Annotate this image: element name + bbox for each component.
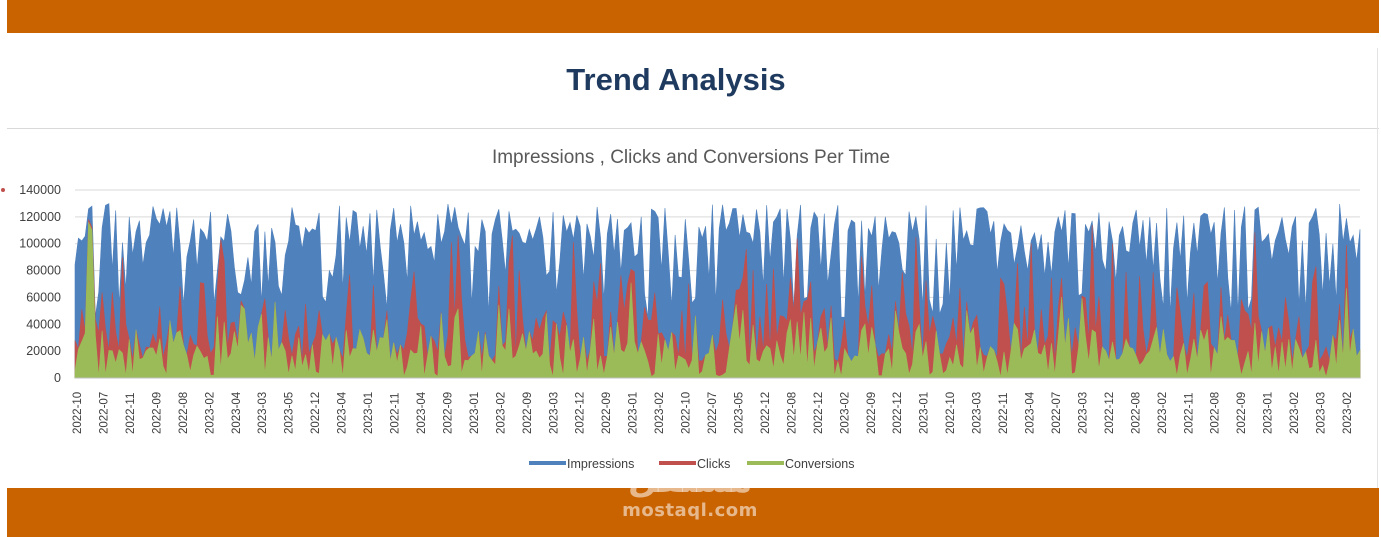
x-tick-label: 2023-01 xyxy=(363,392,375,434)
x-tick-label: 2023-02 xyxy=(1157,392,1169,434)
x-tick-label: 2023-01 xyxy=(1263,392,1275,434)
x-tick-label: 2022-09 xyxy=(151,392,163,434)
x-tick-label: 2023-04 xyxy=(231,391,243,434)
x-tick-label: 2022-12 xyxy=(310,392,322,434)
series-area-impressions xyxy=(74,203,1361,379)
watermark-arabic: مستقل xyxy=(627,461,753,501)
series-area-conversions xyxy=(74,222,1361,379)
x-tick-label: 2023-04 xyxy=(1025,391,1037,434)
x-tick-label: 2023-03 xyxy=(548,392,560,434)
x-tick-label: 2022-12 xyxy=(760,392,772,434)
x-tick-label: 2022-10 xyxy=(945,392,957,434)
x-tick-label: 2022-10 xyxy=(681,392,693,434)
legend-label-clicks: Clicks xyxy=(697,457,730,471)
x-tick-label: 2022-08 xyxy=(786,392,798,434)
x-tick-label: 2023-02 xyxy=(1289,392,1301,434)
x-tick-label: 2023-03 xyxy=(1077,392,1089,434)
watermark-latin: mostaql.com xyxy=(622,500,758,521)
x-tick-label: 2022-11 xyxy=(998,393,1010,434)
series-areas xyxy=(74,203,1361,379)
x-tick-label: 2022-10 xyxy=(72,392,84,434)
x-tick-label: 2023-03 xyxy=(972,392,984,434)
x-tick-label: 2023-02 xyxy=(654,392,666,434)
x-tick-label: 2022-07 xyxy=(98,392,110,434)
x-tick-label: 2022-08 xyxy=(178,392,190,434)
x-tick-label: 2023-03 xyxy=(1316,392,1328,434)
y-tick-label: 140000 xyxy=(19,183,61,197)
x-tick-label: 2022-11 xyxy=(390,393,402,434)
legend: Impressions Clicks Conversions xyxy=(529,457,854,471)
header-band xyxy=(7,0,1379,33)
footer-band xyxy=(7,488,1379,537)
x-tick-label: 2023-02 xyxy=(1342,392,1354,434)
right-edge-line xyxy=(1377,48,1378,488)
y-tick-label: 40000 xyxy=(26,317,61,331)
x-tick-label: 2022-09 xyxy=(1236,392,1248,434)
x-axis-ticks: 2022-10 2022-07 2022-11 2022-09 2022-08 2023-… xyxy=(72,391,1354,434)
x-tick-label: 2023-04 xyxy=(337,391,349,434)
y-axis-ticks: 0 20000 40000 60000 80000 100000 120000 140000 xyxy=(19,183,61,385)
x-tick-label: 2022-11 xyxy=(125,393,137,434)
x-tick-label: 2023-02 xyxy=(839,392,851,434)
x-tick-label: 2022-12 xyxy=(813,392,825,434)
x-tick-label: 2022-11 xyxy=(1183,393,1195,434)
x-tick-label: 2022-08 xyxy=(1130,392,1142,434)
x-tick-label: 2022-12 xyxy=(575,392,587,434)
x-tick-label: 2022-09 xyxy=(522,392,534,434)
x-tick-label: 2022-09 xyxy=(442,392,454,434)
x-tick-label: 2022-12 xyxy=(1104,392,1116,434)
x-tick-label: 2023-01 xyxy=(469,392,481,434)
page-title: Trend Analysis xyxy=(566,62,786,97)
x-tick-label: 2023-01 xyxy=(628,392,640,434)
y-tick-label: 0 xyxy=(54,371,61,385)
x-tick-label: 2023-03 xyxy=(257,392,269,434)
watermark: مستقل mostaql.com xyxy=(600,462,780,522)
x-tick-label: 2023-05 xyxy=(733,392,745,434)
x-tick-label: 2022-12 xyxy=(892,392,904,434)
y-tick-label: 60000 xyxy=(26,290,61,304)
chart-title: Impressions , Clicks and Conversions Per… xyxy=(492,147,890,168)
y-tick-label: 20000 xyxy=(26,344,61,358)
x-tick-label: 2022-09 xyxy=(866,392,878,434)
x-tick-label: 2022-07 xyxy=(1051,392,1063,434)
y-tick-label: 80000 xyxy=(26,264,61,278)
x-tick-label: 2022-08 xyxy=(1210,392,1222,434)
x-tick-label: 2023-05 xyxy=(284,392,296,434)
x-tick-label: 2023-01 xyxy=(919,392,931,434)
selection-dot xyxy=(1,188,5,192)
x-tick-label: 2023-02 xyxy=(204,392,216,434)
y-tick-label: 120000 xyxy=(19,210,61,224)
x-tick-label: 2023-02 xyxy=(495,392,507,434)
x-tick-label: 2022-07 xyxy=(707,392,719,434)
chart-frame xyxy=(7,128,1379,488)
legend-label-conversions: Conversions xyxy=(785,457,854,471)
legend-label-impressions: Impressions xyxy=(567,457,634,471)
x-tick-label: 2022-09 xyxy=(601,392,613,434)
y-tick-label: 100000 xyxy=(19,237,61,251)
x-tick-label: 2023-04 xyxy=(416,391,428,434)
